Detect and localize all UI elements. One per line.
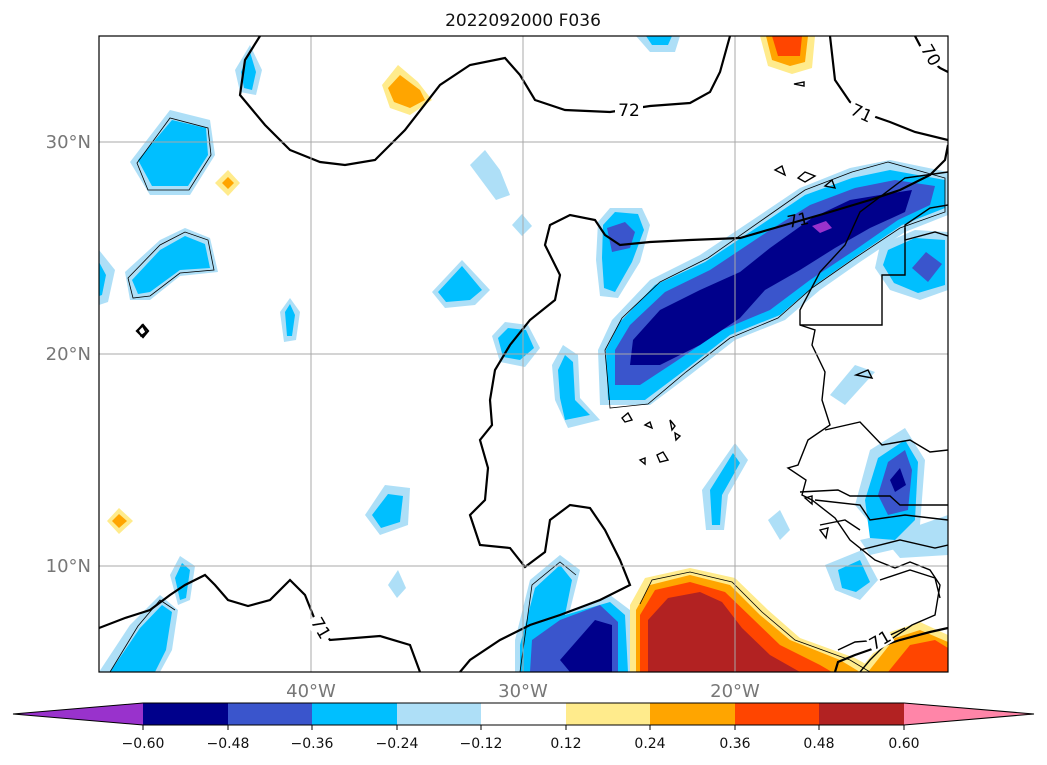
lat-label-30n: 30°N — [46, 132, 91, 153]
contour-label-72: 72 — [618, 101, 640, 121]
negative-anomaly-fields — [99, 36, 948, 672]
map-title: 2022092000 F036 — [445, 11, 601, 31]
lon-label-20w: 20°W — [710, 681, 760, 702]
contour-label-71-band: 71 — [786, 209, 811, 233]
colorbar-segment-4 — [397, 703, 481, 725]
colorbar-label-7: 0.24 — [634, 736, 665, 752]
colorbar-segment-7 — [650, 703, 735, 725]
colorbar-segment-3 — [312, 703, 397, 725]
colorbar-ticks — [142, 725, 905, 730]
map-area: 72 71 71 71 70 71 — [99, 36, 948, 672]
colorbar-label-8: 0.36 — [719, 736, 750, 752]
colorbar-label-9: 0.48 — [803, 736, 834, 752]
colorbar-label-2: −0.48 — [207, 736, 250, 752]
colorbar-segment-2 — [228, 703, 312, 725]
map-frame — [98, 35, 949, 673]
colorbar: −0.60 −0.48 −0.36 −0.24 −0.12 0.12 0.24 … — [12, 702, 1035, 752]
colorbar-segment-8 — [735, 703, 819, 725]
colorbar-label-4: −0.24 — [376, 736, 419, 752]
colorbar-segment-1 — [143, 703, 228, 725]
gridlines — [99, 36, 948, 672]
colorbar-label-5: −0.12 — [460, 736, 503, 752]
contour-lines — [99, 36, 948, 672]
positive-anomaly-fields — [107, 36, 948, 672]
colorbar-extend-high — [904, 703, 1034, 725]
lat-label-20n: 20°N — [46, 344, 91, 365]
lon-label-30w: 30°W — [498, 681, 548, 702]
anomaly-outlines — [109, 117, 946, 672]
colorbar-label-10: 0.60 — [888, 736, 919, 752]
colorbar-label-6: 0.12 — [550, 736, 581, 752]
colorbar-segment-5 — [481, 703, 566, 725]
colorbar-label-3: −0.36 — [291, 736, 334, 752]
lon-label-40w: 40°W — [286, 681, 336, 702]
colorbar-label-1: −0.60 — [122, 736, 165, 752]
colorbar-extend-low — [13, 703, 143, 725]
lat-label-10n: 10°N — [46, 556, 91, 577]
colorbar-segment-6 — [566, 703, 650, 725]
colorbar-segment-9 — [819, 703, 904, 725]
